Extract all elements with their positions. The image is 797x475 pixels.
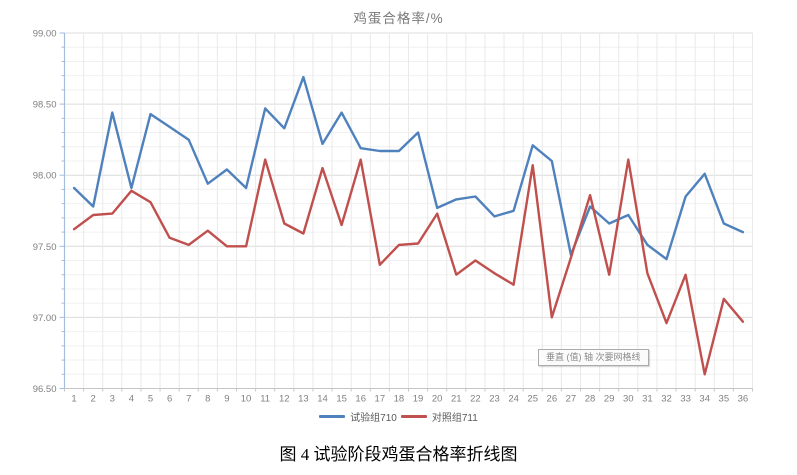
svg-text:32: 32 (661, 394, 672, 405)
svg-text:18: 18 (394, 394, 405, 405)
svg-text:96.50: 96.50 (33, 384, 57, 395)
chart-title: 鸡蛋合格率/% (353, 11, 444, 26)
svg-text:19: 19 (413, 394, 424, 405)
svg-text:98.00: 98.00 (33, 171, 57, 182)
svg-text:30: 30 (623, 394, 634, 405)
svg-text:97.00: 97.00 (33, 313, 57, 324)
legend-line-swatch-blue (319, 414, 346, 418)
svg-text:36: 36 (738, 394, 749, 405)
svg-text:20: 20 (432, 394, 443, 405)
svg-text:16: 16 (355, 394, 366, 405)
svg-text:28: 28 (585, 394, 596, 405)
svg-text:35: 35 (719, 394, 730, 405)
svg-text:29: 29 (604, 394, 615, 405)
svg-text:97.50: 97.50 (33, 242, 57, 253)
svg-text:1: 1 (71, 394, 76, 405)
svg-text:15: 15 (336, 394, 347, 405)
legend-item-trial-group[interactable]: 试验组710 (319, 409, 397, 424)
svg-text:9: 9 (224, 394, 229, 405)
svg-text:22: 22 (470, 394, 481, 405)
svg-text:33: 33 (680, 394, 691, 405)
svg-text:12: 12 (279, 394, 290, 405)
svg-text:10: 10 (241, 394, 252, 405)
svg-text:34: 34 (699, 394, 710, 405)
svg-text:99.00: 99.00 (33, 29, 57, 40)
svg-text:98.50: 98.50 (33, 100, 57, 111)
svg-text:6: 6 (167, 394, 172, 405)
svg-text:3: 3 (110, 394, 115, 405)
svg-text:21: 21 (451, 394, 462, 405)
legend-line-swatch-red (400, 414, 427, 418)
svg-text:2: 2 (91, 394, 96, 405)
svg-text:4: 4 (129, 394, 134, 405)
svg-text:13: 13 (298, 394, 309, 405)
svg-text:5: 5 (148, 394, 153, 405)
svg-text:7: 7 (186, 394, 191, 405)
svg-text:11: 11 (260, 394, 270, 405)
svg-text:31: 31 (642, 394, 653, 405)
hover-tooltip-minor-gridlines: 垂直 (值) 轴 次要网格线 (538, 349, 649, 366)
svg-text:27: 27 (566, 394, 577, 405)
svg-text:23: 23 (489, 394, 500, 405)
legend-label-trial-group: 试验组710 (350, 412, 397, 424)
svg-text:26: 26 (547, 394, 558, 405)
figure-caption: 图 4 试验阶段鸡蛋合格率折线图 (279, 445, 518, 464)
svg-text:14: 14 (317, 394, 328, 405)
svg-text:17: 17 (375, 394, 386, 405)
svg-text:8: 8 (205, 394, 210, 405)
svg-text:25: 25 (527, 394, 538, 405)
legend-label-control-group: 对照组711 (431, 412, 478, 424)
svg-text:24: 24 (508, 394, 519, 405)
legend-item-control-group[interactable]: 对照组711 (400, 409, 478, 424)
chart-legend: 试验组710 对照组711 (0, 408, 797, 424)
